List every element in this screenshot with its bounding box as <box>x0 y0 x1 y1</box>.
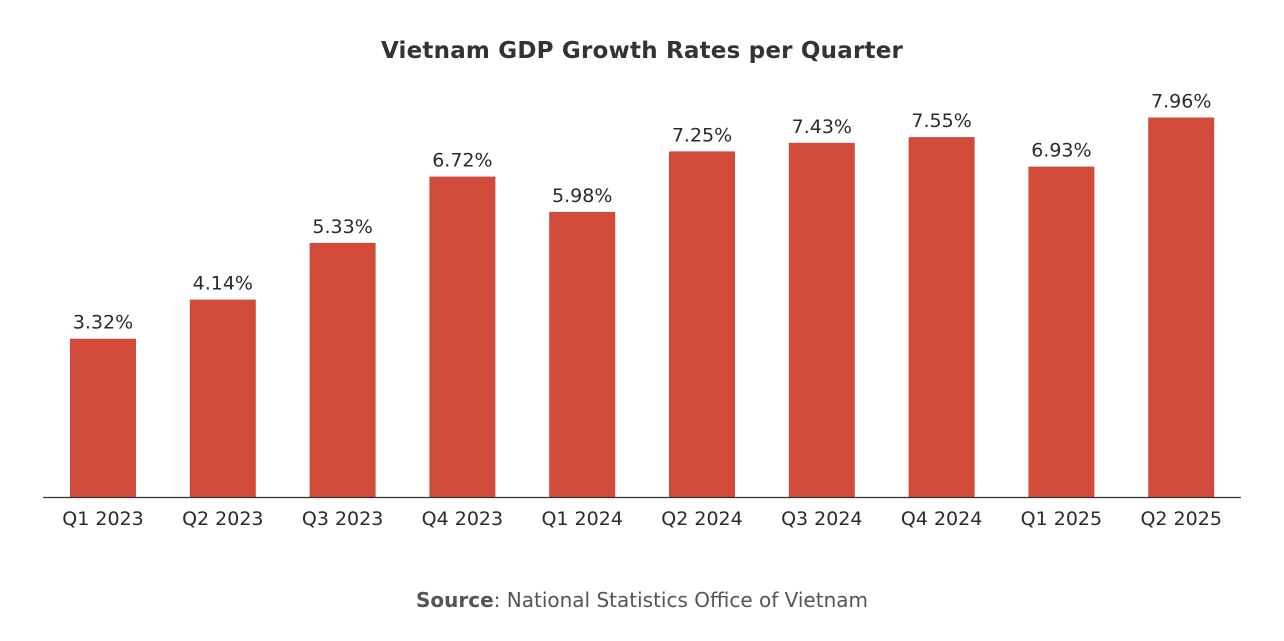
bar-q1-2023 <box>70 338 136 497</box>
x-tick-label-q4-2023: Q4 2023 <box>422 508 503 530</box>
x-tick-label-q1-2023: Q1 2023 <box>62 508 143 530</box>
data-label-q3-2024: 7.43% <box>792 116 852 138</box>
source-note: Source: National Statistics Office of Vi… <box>0 588 1284 612</box>
data-label-q3-2023: 5.33% <box>312 216 372 238</box>
bar-q2-2025 <box>1148 117 1215 497</box>
bar-q4-2023 <box>429 176 496 497</box>
data-label-q1-2024: 5.98% <box>552 185 612 207</box>
x-tick-label-q1-2024: Q1 2024 <box>541 508 622 530</box>
x-tick-label-q3-2023: Q3 2023 <box>302 508 383 530</box>
x-tick-label-q2-2025: Q2 2025 <box>1140 508 1221 530</box>
bar-q1-2024 <box>549 211 616 497</box>
bar-q1-2025 <box>1028 166 1095 497</box>
x-tick-label-q2-2023: Q2 2023 <box>182 508 263 530</box>
bar-q2-2024 <box>669 151 735 497</box>
data-label-q4-2023: 6.72% <box>432 150 492 172</box>
bar-q2-2023 <box>189 299 256 497</box>
data-label-q4-2024: 7.55% <box>911 110 971 132</box>
x-tick-label-q4-2024: Q4 2024 <box>901 508 982 530</box>
chart-title: Vietnam GDP Growth Rates per Quarter <box>380 38 904 64</box>
bar-q3-2023 <box>309 242 376 497</box>
data-label-q1-2023: 3.32% <box>73 312 133 334</box>
data-label-q2-2024: 7.25% <box>672 124 732 146</box>
x-tick-label-q1-2025: Q1 2025 <box>1021 508 1102 530</box>
bar-q4-2024 <box>908 137 975 497</box>
data-label-q2-2025: 7.96% <box>1151 91 1211 113</box>
bar-q3-2024 <box>788 142 855 498</box>
source-text: : National Statistics Office of Vietnam <box>493 588 868 612</box>
x-tick-label-q2-2024: Q2 2024 <box>661 508 742 530</box>
data-label-q1-2025: 6.93% <box>1031 140 1091 162</box>
x-tick-label-q3-2024: Q3 2024 <box>781 508 862 530</box>
source-label: Source <box>416 588 494 612</box>
data-label-q2-2023: 4.14% <box>193 273 253 295</box>
